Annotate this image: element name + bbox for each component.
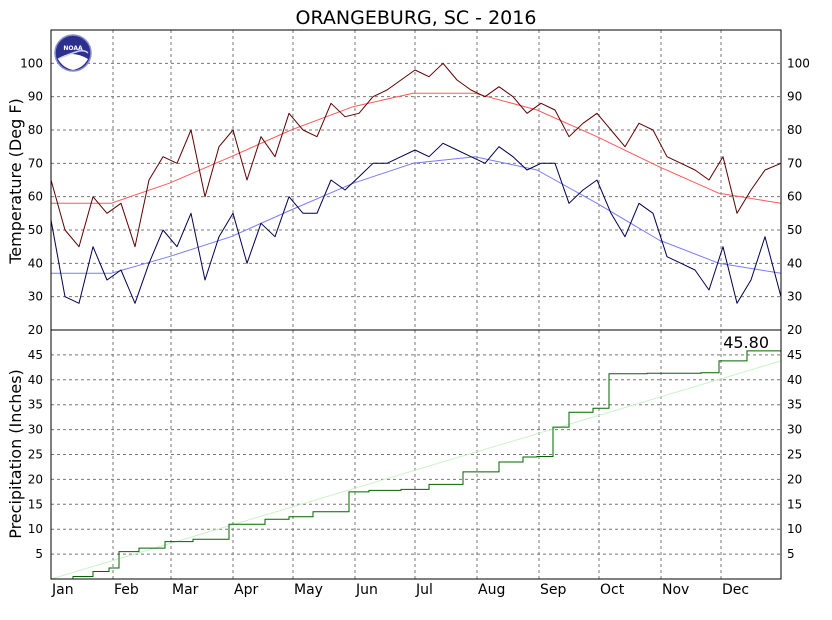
month-label: Nov <box>662 582 689 598</box>
precipitation-tick-label-right: 10 <box>787 522 802 536</box>
month-label: Jan <box>51 582 74 598</box>
precipitation-series <box>50 350 782 580</box>
temperature-tick-label-right: 40 <box>787 256 802 270</box>
month-label: Jul <box>415 582 433 598</box>
precipitation-grid <box>51 330 781 579</box>
temperature-tick-label-left: 50 <box>28 223 43 237</box>
precipitation-tick-label-right: 5 <box>787 547 795 561</box>
series-daily-high <box>50 62 782 248</box>
precipitation-tick-label-left: 35 <box>28 398 43 412</box>
temperature-grid <box>51 30 781 330</box>
temperature-tick-label-left: 60 <box>28 190 43 204</box>
precipitation-tick-label-left: 20 <box>28 472 43 486</box>
temperature-tick-label-right: 50 <box>787 223 802 237</box>
temperature-tick-label-right: 90 <box>787 90 802 104</box>
precipitation-tick-label-left: 25 <box>28 448 43 462</box>
precipitation-tick-label-right: 30 <box>787 423 802 437</box>
precipitation-tick-label-left: 10 <box>28 522 43 536</box>
month-label: Oct <box>600 582 625 598</box>
month-label: Apr <box>234 582 258 598</box>
series-observed-cumulative <box>51 350 781 580</box>
precipitation-tick-label-left: 30 <box>28 423 43 437</box>
precipitation-tick-label-left: 5 <box>35 547 43 561</box>
series-normal-high <box>51 92 782 204</box>
temperature-y-label: Temperature (Deg F) <box>6 98 25 265</box>
temperature-tick-label-left: 80 <box>28 123 43 137</box>
month-axis-labels: Jan Feb Mar Apr May Jun Jul Aug Sep Oct Nov Dec <box>51 582 749 598</box>
noaa-logo: NOAA <box>54 34 92 72</box>
precipitation-plot-frame <box>50 329 782 580</box>
temperature-tick-label-left: 30 <box>28 290 43 304</box>
temperature-tick-label-right: 70 <box>787 156 802 170</box>
month-label: Aug <box>478 582 505 598</box>
precipitation-tick-labels: 5 5 10 10 15 15 20 20 25 25 30 30 35 35 40 40 45 45 <box>28 348 803 561</box>
precipitation-tick-label-right: 40 <box>787 373 802 387</box>
series-normal-low <box>51 156 782 274</box>
precipitation-tick-label-left: 15 <box>28 497 43 511</box>
temperature-tick-label-right: 30 <box>787 290 802 304</box>
month-label: Mar <box>172 582 199 598</box>
chart-title: ORANGEBURG, SC - 2016 <box>296 7 537 29</box>
month-label: Dec <box>722 582 749 598</box>
temperature-tick-label-left: 90 <box>28 90 43 104</box>
precipitation-y-label: Precipitation (Inches) <box>6 369 25 539</box>
temperature-series <box>50 62 782 304</box>
precipitation-tick-label-right: 35 <box>787 398 802 412</box>
temperature-tick-label-right: 60 <box>787 190 802 204</box>
series-daily-low <box>50 142 782 304</box>
temperature-tick-label-left: 100 <box>20 56 43 70</box>
svg-text:NOAA: NOAA <box>63 45 83 52</box>
temperature-tick-label-left: 40 <box>28 256 43 270</box>
temperature-tick-label-right: 100 <box>787 56 810 70</box>
temperature-tick-label-left: 20 <box>28 323 43 337</box>
month-label: May <box>294 582 323 598</box>
temperature-tick-label-right: 20 <box>787 323 802 337</box>
temperature-tick-labels: 20 20 30 30 40 40 50 50 60 60 70 70 80 80 90 90 100 100 <box>20 56 810 337</box>
precipitation-tick-label-right: 45 <box>787 348 802 362</box>
temperature-tick-label-right: 80 <box>787 123 802 137</box>
precipitation-tick-label-left: 45 <box>28 348 43 362</box>
precipitation-tick-label-right: 20 <box>787 472 802 486</box>
series-normal-cumulative <box>50 360 782 580</box>
precipitation-tick-label-right: 25 <box>787 448 802 462</box>
precipitation-tick-label-right: 15 <box>787 497 802 511</box>
temperature-plot-frame <box>50 29 782 331</box>
month-label: Jun <box>355 582 378 598</box>
precipitation-total-annotation: 45.80 <box>723 333 769 352</box>
precipitation-tick-label-left: 40 <box>28 373 43 387</box>
month-label: Sep <box>540 582 567 598</box>
month-label: Feb <box>114 582 139 598</box>
temperature-tick-label-left: 70 <box>28 156 43 170</box>
